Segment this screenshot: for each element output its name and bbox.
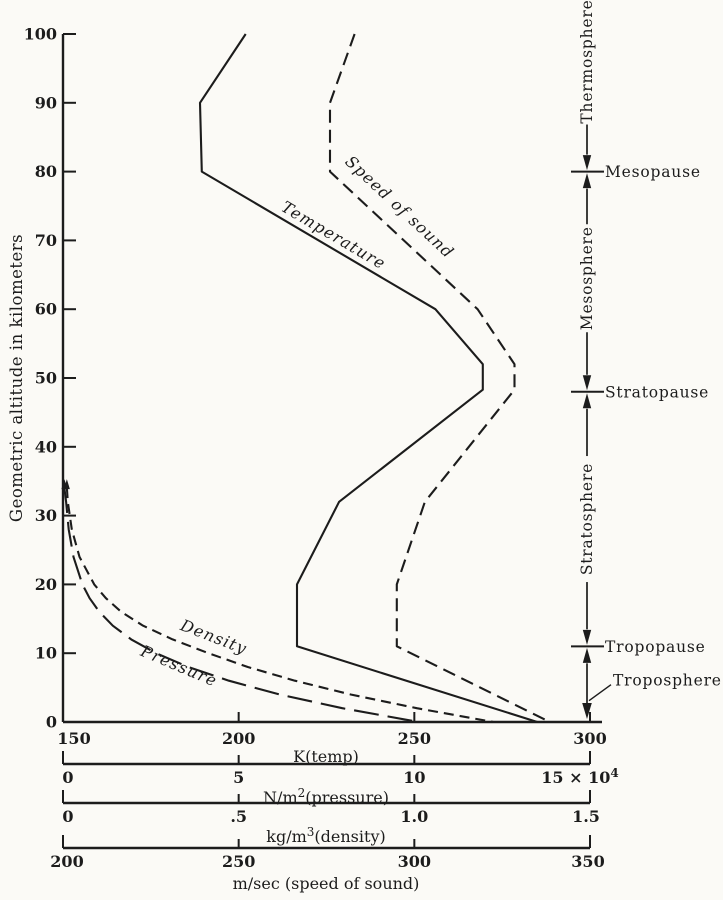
x-axis-tick-label-speed: 300 [398,852,431,871]
region-label-troposphere: Troposphere [613,672,722,690]
y-axis-tick-label: 10 [35,644,57,663]
x-axis-tick-label-density: .5 [230,807,247,826]
region-label-thermosphere: Thermosphere [578,0,596,124]
x-axis-tick-label-temp: 200 [222,729,255,748]
curve-temperature [198,33,538,724]
divider-arrow-down [582,375,592,391]
region-label-mesosphere: Mesosphere [578,226,596,330]
curve-density [65,488,494,724]
divider-arrow-up [582,393,592,409]
y-axis-tick-label: 90 [35,93,57,112]
y-axis-tick-label: 60 [35,300,57,319]
y-axis-tick-label: 100 [24,25,57,44]
y-axis-tick-label: 70 [35,231,57,250]
x-axis-tick-label-pressure: 10 [403,768,425,787]
x-axis-tick-label-pressure: 15 × 104 [541,766,618,787]
x-axis-title-density: kg/m3(density) [266,825,385,846]
y-axis-tick-label: 20 [35,575,57,594]
x-axis-tick-label-density: 1.5 [572,807,600,826]
divider-arrow-down [582,703,592,719]
y-axis-tick-label: 0 [46,713,57,732]
x-axis-tick-label-density: 1.0 [400,807,428,826]
divider-arrow-down [582,155,592,171]
region-label-stratopause: Stratopause [605,383,709,401]
y-axis-tick-label: 50 [35,369,57,388]
x-axis-tick-label-speed: 350 [571,852,604,871]
y-axis-tick-label: 30 [35,506,57,525]
region-label-stratosphere: Stratosphere [578,463,596,575]
region-label-mesopause: Mesopause [605,163,701,181]
curve-pressure [63,487,420,724]
curve-tip-arrow [61,479,68,490]
y-axis-tick-label: 40 [35,437,57,456]
x-axis-tick-label-temp: 150 [57,729,90,748]
y-axis-title: Geometric altitude in kilometers [7,234,26,522]
region-label-tropopause: Tropopause [605,638,706,656]
x-axis-title-temp: K(temp) [293,747,359,766]
x-axis-tick-label-temp: 250 [398,729,431,748]
x-axis-tick-label-speed: 200 [50,852,83,871]
curve-speed-of-sound [328,33,551,723]
leader-line-troposphere [588,684,612,702]
x-axis-title-speed: m/sec (speed of sound) [233,874,420,893]
x-axis-tick-label-density: 0 [62,807,73,826]
divider-arrow-up [582,647,592,663]
x-axis-tick-label-temp: 300 [573,729,606,748]
y-axis-tick-label: 80 [35,162,57,181]
x-axis-tick-label-speed: 250 [222,852,255,871]
x-axis-tick-label-pressure: 5 [233,768,244,787]
divider-arrow-up [582,173,592,189]
divider-arrow-down [582,629,592,645]
x-axis-tick-label-pressure: 0 [62,768,73,787]
